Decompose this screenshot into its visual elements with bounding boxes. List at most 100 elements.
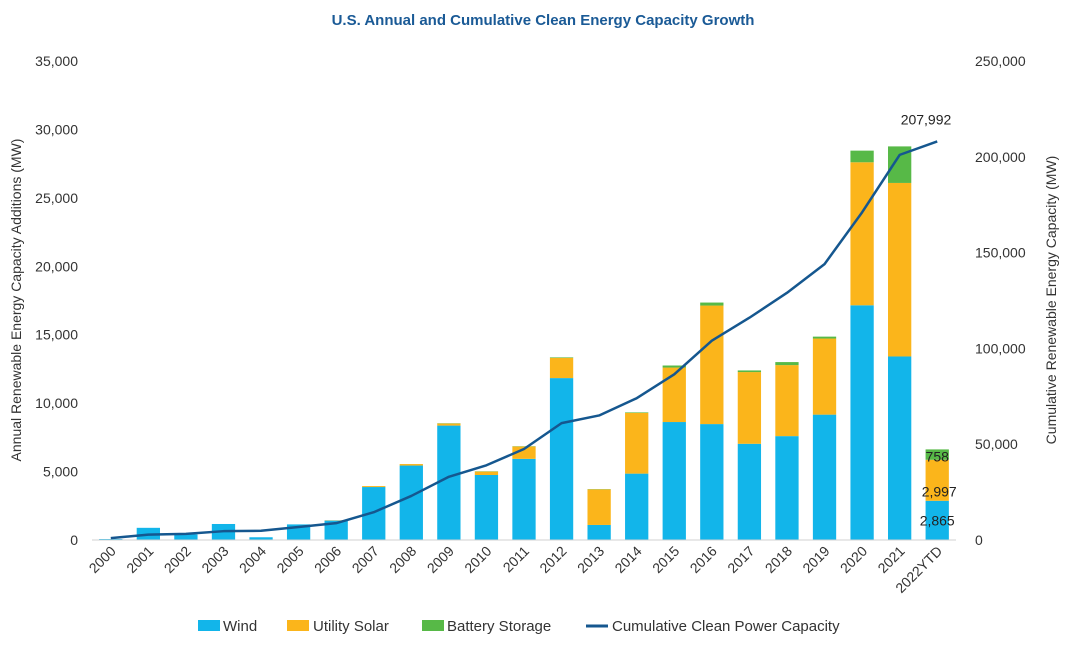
bar-wind [174, 534, 198, 540]
y2-tick-label: 150,000 [975, 245, 1026, 261]
solar-last-label: 2,997 [922, 483, 957, 499]
bar-utility-solar [662, 367, 686, 423]
x-tick-label: 2017 [724, 543, 757, 576]
x-tick-label: 2007 [349, 543, 382, 576]
bar-battery-storage [925, 449, 949, 460]
cumulative-last-label: 207,992 [901, 111, 952, 127]
y-tick-label: 0 [70, 532, 78, 548]
wind-last-label: 2,865 [920, 512, 955, 528]
x-tick-label: 2002 [161, 543, 194, 576]
bar-wind [737, 443, 762, 540]
x-tick-label: 2006 [311, 543, 344, 576]
y-tick-label: 30,000 [35, 121, 78, 137]
bar-wind [888, 356, 912, 540]
y2-tick-label: 0 [975, 532, 983, 548]
bar-battery-storage [700, 302, 724, 306]
storage-last-label: 758 [926, 448, 950, 464]
y2-tick-label: 200,000 [975, 149, 1026, 165]
bar-wind [625, 473, 649, 540]
bar-wind [662, 422, 686, 540]
legend-swatch-wind [198, 620, 220, 631]
x-tick-label: 2013 [574, 543, 607, 576]
bar-wind [324, 520, 348, 540]
bar-utility-solar [437, 423, 461, 426]
bar-utility-solar [700, 305, 724, 425]
x-tick-label: 2010 [461, 543, 494, 576]
bar-utility-solar [850, 162, 874, 306]
x-tick-label: 2000 [86, 543, 119, 576]
bar-wind [775, 436, 799, 540]
y-tick-label: 10,000 [35, 395, 78, 411]
bar-battery-storage [812, 336, 837, 339]
bar-wind [249, 537, 273, 540]
bar-utility-solar [587, 489, 611, 525]
bar-wind [399, 465, 423, 540]
bar-wind [812, 414, 837, 540]
y-tick-label: 25,000 [35, 190, 78, 206]
bar-battery-storage [775, 362, 799, 366]
x-axis-ticks: 2000 2001 2002 2003 2004 2005 2006 2007 2008 2009… [86, 543, 946, 596]
y-axis-label: Annual Renewable Energy Capacity Additio… [8, 139, 24, 462]
bar-utility-solar [625, 412, 649, 474]
bar-battery-storage [888, 146, 912, 183]
x-tick-label: 2015 [649, 543, 682, 576]
bar-wind [549, 378, 574, 540]
y-tick-label: 35,000 [35, 53, 78, 69]
bar-utility-solar [812, 338, 837, 415]
bar-utility-solar [737, 372, 762, 444]
line-series [110, 140, 938, 540]
legend-label-wind: Wind [223, 618, 257, 635]
bar-battery-storage [850, 150, 874, 163]
x-tick-label: 2020 [837, 543, 870, 576]
bar-series [99, 146, 949, 540]
bar-utility-solar [512, 446, 536, 459]
bar-wind [587, 524, 611, 540]
x-tick-label: 2019 [799, 543, 832, 576]
bar-wind [437, 425, 461, 540]
x-tick-label: 2011 [500, 543, 533, 576]
x-tick-label: 2008 [386, 543, 419, 576]
bar-utility-solar [362, 486, 386, 488]
bar-utility-solar [549, 357, 574, 379]
legend-label-storage: Battery Storage [447, 618, 551, 635]
x-tick-label: 2014 [611, 543, 644, 576]
bar-wind [474, 474, 499, 540]
legend-swatch-solar [287, 620, 309, 631]
x-tick-label: 2005 [273, 543, 306, 576]
x-tick-label: 2003 [198, 543, 231, 576]
bar-wind [512, 458, 536, 540]
bar-utility-solar [888, 182, 912, 357]
legend-label-solar: Utility Solar [313, 618, 389, 635]
bar-utility-solar [775, 365, 799, 437]
y2-tick-label: 50,000 [975, 436, 1018, 452]
y2-axis-ticks: 0 50,000 100,000 150,000 200,000 250,000 [975, 53, 1026, 548]
bar-utility-solar [474, 471, 499, 475]
x-tick-label: 2021 [874, 543, 907, 576]
chart-title: U.S. Annual and Cumulative Clean Energy … [332, 12, 755, 29]
bar-battery-storage [625, 412, 649, 413]
y2-tick-label: 250,000 [975, 53, 1026, 69]
data-labels: 207,992 2,865 2,997 758 [901, 111, 957, 528]
legend-swatch-storage [422, 620, 444, 631]
y-axis-ticks: 0 5,000 10,000 15,000 20,000 25,000 30,000 35,0… [35, 53, 78, 548]
bar-utility-solar [925, 459, 949, 501]
y-tick-label: 20,000 [35, 258, 78, 274]
y-tick-label: 15,000 [35, 327, 78, 343]
x-tick-label: 2012 [536, 543, 569, 576]
bar-battery-storage [549, 357, 574, 358]
legend: Wind Utility Solar Battery Storage Cumul… [198, 618, 840, 635]
bar-battery-storage [737, 370, 762, 373]
x-tick-label: 2016 [687, 543, 720, 576]
x-tick-label: 2001 [123, 543, 156, 576]
bar-wind [925, 500, 949, 540]
y2-axis-label: Cumulative Renewable Energy Capacity (MW… [1043, 156, 1059, 445]
bar-battery-storage [662, 365, 686, 368]
y2-tick-label: 100,000 [975, 340, 1026, 356]
bar-wind [700, 424, 724, 540]
x-tick-label: 2018 [762, 543, 795, 576]
x-tick-label: 2004 [236, 543, 269, 576]
bar-utility-solar [399, 464, 423, 466]
legend-label-cumulative: Cumulative Clean Power Capacity [612, 618, 840, 635]
y-tick-label: 5,000 [43, 464, 78, 480]
